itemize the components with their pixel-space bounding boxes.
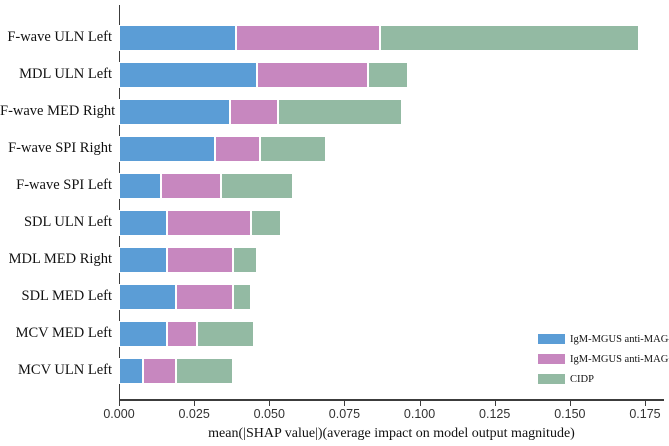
bar-row <box>119 25 639 51</box>
legend-item: IgM-MGUS anti-MAG+ <box>538 349 669 369</box>
bar-segment <box>221 173 294 199</box>
bar-segment <box>236 25 381 51</box>
legend-swatch <box>538 374 565 384</box>
bar-segment <box>119 247 168 273</box>
legend-label: CIDP <box>570 373 594 385</box>
bar-segment <box>215 136 261 162</box>
x-tick-mark <box>344 401 346 406</box>
bar-row <box>119 247 258 273</box>
bar-segment <box>161 173 222 199</box>
legend-item: IgM-MGUS anti-MAG- <box>538 329 669 349</box>
x-tick-mark <box>494 401 496 406</box>
bar-row <box>119 358 234 384</box>
bar-segment <box>119 210 168 236</box>
legend-label: IgM-MGUS anti-MAG+ <box>570 353 669 365</box>
legend-label: IgM-MGUS anti-MAG- <box>570 333 669 345</box>
legend-item: CIDP <box>538 369 669 389</box>
bar-segment <box>278 99 402 125</box>
x-axis-line <box>119 399 664 401</box>
y-axis-line <box>119 5 120 400</box>
x-tick-label: 0.025 <box>178 407 210 421</box>
x-tick-mark <box>644 401 646 406</box>
legend-swatch <box>538 334 565 344</box>
bar-segment <box>260 136 327 162</box>
legend: IgM-MGUS anti-MAG- IgM-MGUS anti-MAG+ CIDP <box>538 329 669 389</box>
bar-segment <box>119 321 168 347</box>
bar-segment <box>380 25 639 51</box>
bar-segment <box>176 284 234 310</box>
bar-segment <box>167 210 252 236</box>
bar-segment <box>119 99 231 125</box>
bar-row <box>119 62 408 88</box>
bar-segment <box>197 321 255 347</box>
bar-segment <box>167 321 198 347</box>
x-tick-mark <box>119 401 120 406</box>
bar-row <box>119 99 402 125</box>
bar-row <box>119 173 294 199</box>
x-tick-mark <box>569 401 571 406</box>
bar-segment <box>119 136 216 162</box>
bar-segment <box>167 247 234 273</box>
x-tick-label: 0.075 <box>328 407 361 421</box>
bar-row <box>119 210 282 236</box>
y-axis-category-label: F-wave MED Right <box>0 103 116 119</box>
x-axis-title: mean(|SHAP value|)(average impact on mod… <box>208 426 575 441</box>
y-axis-category-label: SDL ULN Left <box>23 214 112 230</box>
x-tick-label: 0.100 <box>403 407 436 421</box>
bar-segment <box>119 284 177 310</box>
x-tick-label: 0.125 <box>479 407 511 421</box>
bar-segment <box>143 358 177 384</box>
bar-segment <box>233 284 252 310</box>
y-axis-category-label: F-wave SPI Right <box>8 140 112 156</box>
bar-segment <box>176 358 234 384</box>
x-tick-label: 0.150 <box>554 407 586 421</box>
x-tick-label: 0.175 <box>629 407 661 421</box>
bar-segment <box>119 358 144 384</box>
x-tick-mark <box>419 401 421 406</box>
x-tick-mark <box>269 401 271 406</box>
y-axis-category-label: MDL ULN Left <box>19 66 112 82</box>
bar-segment <box>230 99 279 125</box>
bar-segment <box>368 62 408 88</box>
bar-segment <box>119 173 162 199</box>
bar-segment <box>257 62 369 88</box>
y-axis-category-label: F-wave ULN Left <box>7 29 112 45</box>
y-axis-category-label: MCV ULN Left <box>18 362 112 378</box>
bar-row <box>119 284 252 310</box>
bar-row <box>119 321 255 347</box>
bar-row <box>119 136 327 162</box>
x-tick-mark <box>194 401 196 406</box>
x-tick-label: 0.050 <box>253 407 285 421</box>
y-axis-category-label: F-wave SPI Left <box>16 177 112 193</box>
y-axis-category-label: MDL MED Right <box>8 251 112 267</box>
legend-swatch <box>538 354 565 364</box>
y-axis-category-label: MCV MED Left <box>15 325 112 341</box>
bar-segment <box>251 210 282 236</box>
x-tick-label: 0.000 <box>103 407 135 421</box>
bar-segment <box>233 247 258 273</box>
y-axis-category-label: SDL MED Left <box>21 288 112 304</box>
bar-segment <box>119 25 237 51</box>
bar-segment <box>119 62 258 88</box>
